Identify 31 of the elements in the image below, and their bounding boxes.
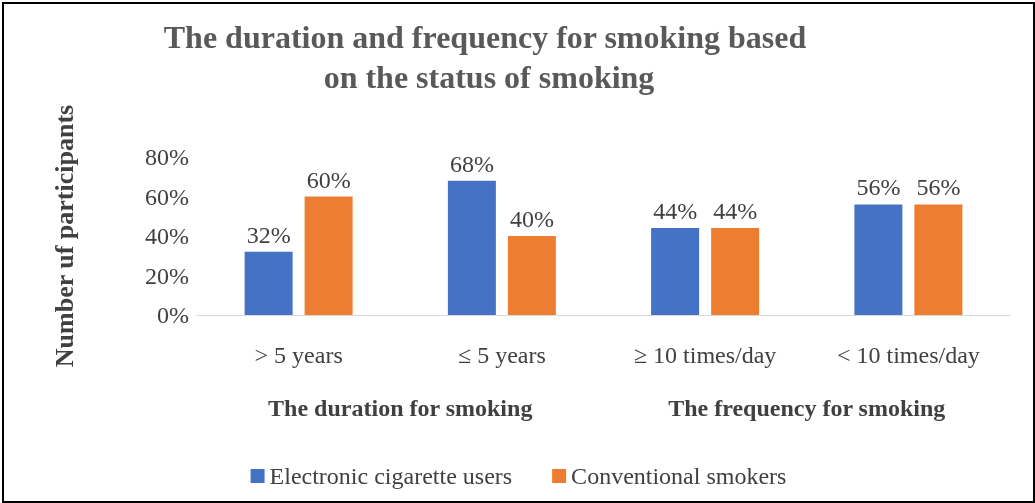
bar xyxy=(244,251,293,315)
y-tick-label: 0% xyxy=(157,302,189,328)
legend-label: Electronic cigarette users xyxy=(269,463,513,489)
bar xyxy=(507,236,556,315)
data-label: 44% xyxy=(653,198,698,225)
x-tick-label: < 10 times/day xyxy=(836,342,980,368)
bar xyxy=(304,196,353,315)
bar xyxy=(447,180,496,315)
y-tick-label: 20% xyxy=(145,262,189,289)
bar xyxy=(711,228,760,315)
bar xyxy=(651,228,700,315)
data-label: 40% xyxy=(509,206,554,232)
bar xyxy=(914,204,963,315)
data-label: 60% xyxy=(306,166,351,193)
data-label: 56% xyxy=(856,174,901,201)
data-label: 68% xyxy=(449,150,494,177)
data-label: 56% xyxy=(916,174,961,201)
bar xyxy=(854,204,903,315)
x-tick-label: > 5 years xyxy=(254,342,343,368)
data-label: 32% xyxy=(246,221,291,248)
y-tick-label: 80% xyxy=(145,144,189,170)
y-tick-label: 60% xyxy=(145,183,189,210)
text: The duration for smoking xyxy=(268,395,533,421)
x-tick-label: ≥ 10 times/day xyxy=(633,342,777,368)
text: The frequency for smoking xyxy=(668,395,946,421)
x-tick-label: ≤ 5 years xyxy=(457,342,546,368)
data-label: 44% xyxy=(713,198,758,225)
chart-title: The duration and frequency for smoking based on the status of smoking xyxy=(163,19,815,95)
legend-label: Conventional smokers xyxy=(571,463,787,489)
y-axis-title: Number uf participants xyxy=(49,104,79,368)
y-tick-label: 40% xyxy=(145,223,189,249)
